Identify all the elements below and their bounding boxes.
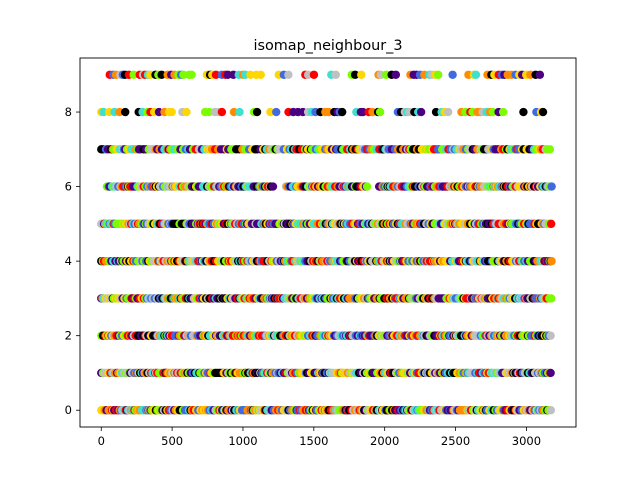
- scatter-point: [546, 219, 556, 229]
- x-tick-label: 3000: [512, 434, 541, 448]
- x-tick-label: 2500: [441, 434, 470, 448]
- scatter-point: [362, 182, 372, 191]
- scatter-point: [157, 70, 166, 79]
- scatter-point: [284, 70, 293, 79]
- scatter-point: [547, 294, 556, 303]
- scatter-point: [546, 331, 555, 340]
- scatter-point: [547, 182, 556, 191]
- scatter-point: [391, 70, 401, 79]
- scatter-point: [252, 107, 262, 117]
- scatter-point: [443, 107, 453, 117]
- scatter-point: [488, 107, 497, 117]
- scatter-point: [167, 107, 176, 117]
- scatter-point: [535, 70, 545, 79]
- scatter-point: [268, 182, 278, 191]
- scatter-point: [350, 70, 360, 79]
- x-tick-label: 1500: [299, 434, 328, 448]
- y-tick-label: 6: [65, 180, 72, 194]
- scatter-point: [546, 368, 555, 378]
- scatter-point: [309, 70, 319, 79]
- y-tick-label: 0: [65, 403, 72, 417]
- scatter-points: [97, 70, 556, 415]
- scatter-point: [331, 70, 340, 79]
- x-tick-label: 1000: [228, 434, 257, 448]
- scatter-point: [272, 107, 281, 117]
- scatter-point: [546, 406, 556, 415]
- scatter-point: [471, 70, 481, 79]
- chart-title: isomap_neighbour_3: [253, 38, 402, 54]
- scatter-point: [217, 107, 227, 117]
- scatter-point: [129, 70, 138, 79]
- x-axis: 0 500 1000 1500 2000 2500 3000: [98, 427, 541, 448]
- scatter-point: [211, 70, 221, 79]
- scatter-point: [538, 107, 548, 117]
- scatter-point: [519, 107, 528, 117]
- scatter-point: [358, 107, 368, 117]
- x-tick-label: 0: [98, 434, 105, 448]
- scatter-point: [375, 107, 385, 117]
- scatter-point: [187, 70, 196, 79]
- scatter-point: [547, 256, 556, 266]
- scatter-point: [266, 107, 275, 117]
- scatter-point: [235, 107, 244, 117]
- scatter-point: [303, 70, 313, 79]
- scatter-point: [182, 107, 191, 117]
- scatter-point: [498, 107, 508, 117]
- y-tick-label: 8: [65, 105, 72, 119]
- scatter-point: [448, 70, 457, 79]
- scatter-point: [337, 107, 347, 117]
- scatter-point: [434, 70, 443, 79]
- y-tick-label: 4: [65, 254, 72, 268]
- scatter-point: [246, 70, 255, 79]
- x-tick-label: 500: [161, 434, 183, 448]
- scatter-point: [256, 70, 265, 79]
- y-axis: 0 2 4 6 8: [65, 105, 80, 417]
- scatter-point: [545, 145, 555, 154]
- y-tick-label: 2: [65, 329, 72, 343]
- scatter-point: [121, 107, 130, 117]
- scatter-point: [416, 107, 426, 117]
- scatter-point: [357, 70, 366, 79]
- x-tick-label: 2000: [370, 434, 399, 448]
- axes-frame: [79, 57, 577, 428]
